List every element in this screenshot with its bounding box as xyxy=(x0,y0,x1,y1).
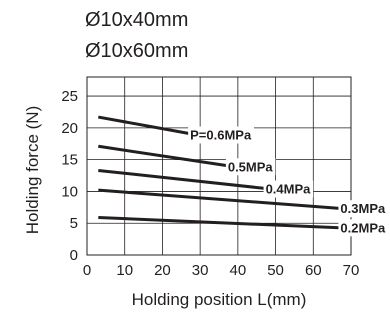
x-axis-title: Holding position L(mm) xyxy=(132,290,307,309)
series-line-5 xyxy=(98,215,352,230)
series-line-2 xyxy=(98,144,239,169)
x-tick-label: 20 xyxy=(154,262,171,279)
tick-group: 0 10 20 30 40 50 60 70 0 5 10 15 20 25 xyxy=(61,88,359,279)
x-tick-label: 70 xyxy=(343,262,360,279)
x-tick-label: 50 xyxy=(267,262,284,279)
series-label-background xyxy=(188,126,254,144)
y-tick-label: 20 xyxy=(61,120,78,137)
x-tick-label: 40 xyxy=(230,262,247,279)
grid-group xyxy=(86,76,352,256)
series-label-background xyxy=(263,180,314,198)
label-group: P=0.6MPa 0.5MPa 0.4MPa 0.3MPa 0.2MPa xyxy=(188,126,388,237)
y-tick-label: 15 xyxy=(61,152,78,169)
y-tick-label: 25 xyxy=(61,88,78,105)
series-line-1 xyxy=(98,115,201,137)
series-label-5: 0.2MPa xyxy=(340,220,386,235)
x-tick-label: 30 xyxy=(192,262,209,279)
x-tick-label: 60 xyxy=(305,262,322,279)
series-label-4: 0.3MPa xyxy=(340,201,386,216)
title-group: Ø10x40mm Ø10x60mm xyxy=(85,9,188,62)
y-tick-label: 5 xyxy=(70,215,78,232)
series-line-3 xyxy=(98,168,276,192)
chart-title-line-2: Ø10x60mm xyxy=(85,40,188,62)
plot-frame xyxy=(86,76,352,256)
x-tick-label: 0 xyxy=(83,262,91,279)
y-axis-title: Holding force (N) xyxy=(23,106,42,235)
series-label-background xyxy=(338,200,388,218)
series-group xyxy=(98,115,352,230)
x-tick-label: 10 xyxy=(116,262,133,279)
series-label-3: 0.4MPa xyxy=(266,182,312,197)
series-line-4 xyxy=(98,188,352,211)
y-tick-label: 10 xyxy=(61,183,78,200)
series-label-2: 0.5MPa xyxy=(228,159,274,174)
chart-title-line-1: Ø10x40mm xyxy=(85,9,188,31)
series-label-background xyxy=(338,219,388,237)
series-label-1: P=0.6MPa xyxy=(190,127,252,142)
series-label-background xyxy=(225,158,276,176)
y-tick-label: 0 xyxy=(70,247,78,264)
